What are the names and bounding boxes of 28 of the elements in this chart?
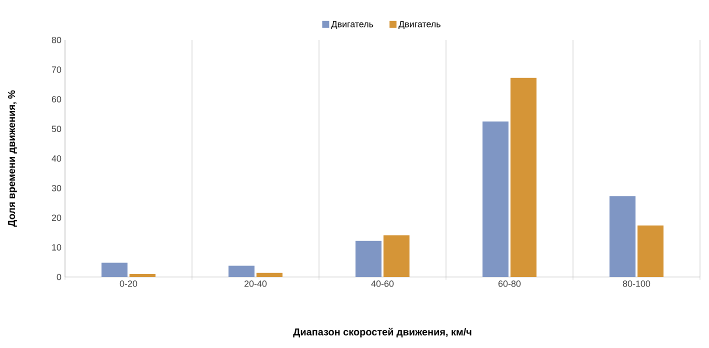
x-tick-label: 40-60 bbox=[371, 280, 394, 287]
legend-label: Двигатель bbox=[398, 21, 440, 29]
bar bbox=[102, 262, 128, 277]
x-tick-label: 60-80 bbox=[498, 280, 521, 287]
bar bbox=[129, 274, 156, 277]
legend-label: Двигатель bbox=[331, 21, 374, 29]
y-tick-label: 0 bbox=[56, 274, 62, 280]
y-tick-label: 20 bbox=[52, 214, 62, 221]
y-tick-label: 70 bbox=[52, 66, 62, 73]
bar bbox=[610, 196, 636, 277]
x-tick-label: 20-40 bbox=[244, 280, 267, 287]
bar bbox=[256, 272, 282, 277]
y-tick-label: 40 bbox=[52, 155, 62, 162]
y-tick-label: 80 bbox=[52, 36, 62, 44]
y-tick-label: 30 bbox=[52, 184, 62, 192]
y-tick-label: 10 bbox=[52, 244, 62, 251]
bar bbox=[383, 235, 410, 277]
x-axis-title: Диапазон скоростей движения, км/ч bbox=[293, 328, 472, 338]
bar bbox=[482, 121, 509, 277]
bar bbox=[228, 266, 255, 277]
y-axis-title: Доля времени движения, % bbox=[8, 90, 18, 227]
bar bbox=[356, 240, 382, 277]
bar bbox=[637, 225, 664, 277]
y-tick-label: 60 bbox=[52, 96, 62, 102]
x-tick-label: 80-100 bbox=[622, 280, 650, 287]
y-tick-label: 50 bbox=[52, 126, 62, 132]
bar bbox=[510, 78, 536, 277]
x-tick-label: 0-20 bbox=[120, 280, 138, 287]
